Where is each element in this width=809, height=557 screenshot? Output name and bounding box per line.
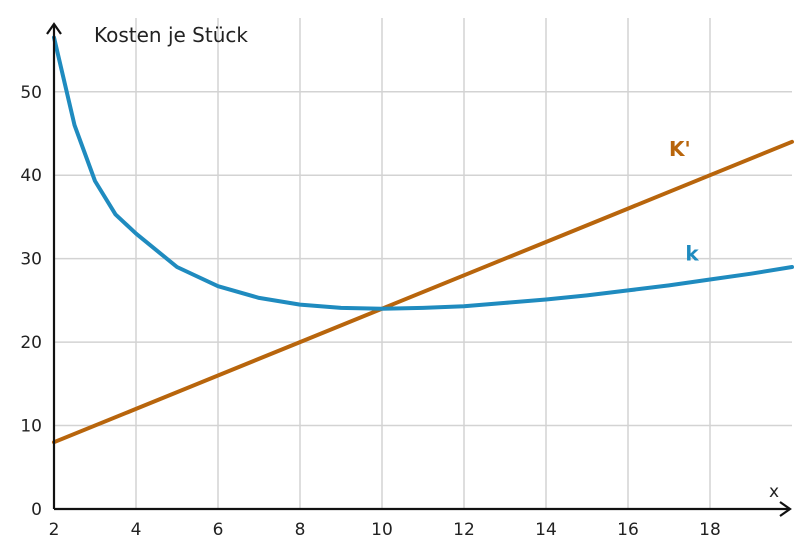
x-tick-label: 2 [49, 520, 60, 540]
series-group [52, 35, 794, 445]
x-tick-label: 14 [535, 520, 557, 540]
y-tick-label: 10 [20, 417, 42, 437]
tick-labels: 2 4 6 8 10 12 14 16 18 0 10 20 30 40 50 [20, 83, 720, 540]
y-tick-label: 30 [20, 250, 42, 270]
x-tick-label: 18 [699, 520, 721, 540]
x-tick-label: 12 [453, 520, 475, 540]
grid [54, 18, 792, 509]
y-tick-label: 50 [20, 83, 42, 103]
series-line-k-prime [52, 139, 794, 445]
x-tick-label: 6 [213, 520, 224, 540]
x-tick-label: 16 [617, 520, 639, 540]
series-label-k-prime: K' [669, 137, 691, 161]
series-line-k [52, 35, 794, 311]
y-axis-arrow [46, 22, 62, 35]
x-axis-label: x [769, 482, 779, 502]
axes [46, 22, 792, 517]
series-labels: K' k [669, 137, 699, 265]
x-tick-label: 8 [295, 520, 306, 540]
y-tick-label: 40 [20, 166, 42, 186]
series-label-k: k [685, 241, 699, 265]
y-tick-label: 0 [31, 500, 42, 520]
x-axis-arrow [779, 501, 792, 517]
x-tick-label: 4 [131, 520, 142, 540]
chart-title: Kosten je Stück [94, 23, 248, 47]
x-tick-label: 10 [371, 520, 393, 540]
y-tick-label: 20 [20, 333, 42, 353]
